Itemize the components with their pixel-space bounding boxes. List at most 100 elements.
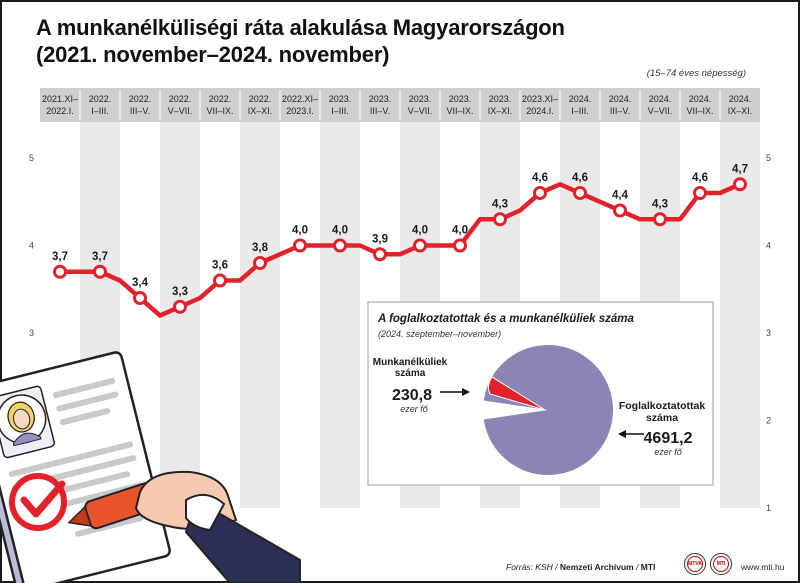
unemployed-unit: ezer fő	[400, 404, 429, 414]
cv-paper	[0, 351, 171, 583]
data-label: 4,6	[692, 172, 708, 184]
period-label: V–VII.	[648, 106, 673, 116]
data-label: 3,4	[132, 277, 149, 289]
unemployed-value: 230,8	[392, 387, 432, 404]
data-point	[493, 212, 507, 227]
period-label: 2024.	[569, 94, 592, 104]
data-point	[333, 238, 347, 253]
source-note: Forrás: KSH / Nemzeti Archívum / MTI	[506, 562, 655, 572]
data-label: 3,7	[52, 251, 68, 263]
period-label: 2022.I.	[46, 106, 74, 116]
y-tick-right: 1	[766, 503, 771, 513]
unemployed-label: száma	[395, 368, 426, 379]
period-label: 2022.	[89, 94, 112, 104]
unemployed-label: Munkanélküliek	[373, 357, 448, 368]
data-point	[533, 186, 547, 200]
cv-illustration	[0, 351, 301, 583]
employed-value: 4691,2	[644, 430, 693, 447]
period-label: VII–IX.	[686, 106, 713, 116]
pie-title: A foglalkoztatottak és a munkanélküliek …	[377, 313, 634, 325]
period-label: III–V.	[370, 106, 390, 116]
employed-arrow-icon	[618, 430, 626, 438]
period-label: 2023.	[369, 94, 392, 104]
unemployed-arrow-icon	[462, 388, 470, 396]
period-label: 2024.	[689, 94, 712, 104]
period-label: 2024.I.	[526, 106, 554, 116]
source-mti: MTI	[640, 562, 656, 572]
pie-slice-unemployed	[487, 376, 546, 411]
data-point	[693, 186, 707, 200]
period-band	[240, 122, 280, 508]
chart-title: A munkanélküliségi ráta alakulása Magyar…	[36, 14, 565, 68]
data-point	[373, 247, 387, 262]
data-point	[573, 186, 587, 200]
period-band	[320, 122, 360, 508]
data-label: 4,6	[532, 172, 548, 184]
series-line	[53, 177, 747, 318]
data-point	[613, 203, 627, 218]
source-separator: /	[633, 562, 641, 572]
period-label: 2022.XI–	[282, 94, 318, 104]
period-header: 2021.XI– 2022.I. 2022. I–III. 2022. III–V. 202…	[40, 88, 760, 122]
y-tick-left: 4	[29, 241, 34, 251]
check-circle-icon	[9, 473, 67, 531]
period-label: 2023.XI–	[522, 94, 558, 104]
source-archive: Nemzeti Archívum	[559, 562, 634, 572]
mti-logo: MTI	[710, 553, 732, 575]
period-label: V–VII.	[408, 106, 433, 116]
data-labels: 3,7 3,7 3,4 3,3 3,6 3,8 4,0 4,0 3,9 4,0 4,0 4,3 4,6 4…	[52, 163, 748, 298]
mtva-logo-text: MTVA	[687, 556, 703, 572]
period-label: III–V.	[610, 106, 630, 116]
period-label: 2022.	[169, 94, 192, 104]
data-point	[413, 238, 427, 253]
y-tick-left: 5	[29, 153, 34, 163]
employed-label: száma	[646, 412, 678, 424]
check-mark-icon	[20, 480, 66, 518]
data-label: 4,0	[332, 225, 348, 237]
title-line-1: A munkanélküliségi ráta alakulása Magyar…	[36, 15, 565, 40]
data-label: 4,0	[412, 225, 428, 237]
period-label: 2023.	[329, 94, 352, 104]
population-note: (15–74 éves népesség)	[646, 68, 746, 79]
period-label: 2021.XI–	[42, 94, 78, 104]
y-tick-right: 4	[766, 241, 771, 251]
data-point	[133, 291, 147, 305]
period-label: IX–XI.	[728, 106, 753, 116]
pie-slice-employed	[483, 345, 614, 475]
data-label: 4,6	[572, 172, 588, 184]
period-label: 2022.	[129, 94, 152, 104]
data-point	[93, 264, 107, 279]
data-point	[653, 212, 667, 227]
period-label: 2024.	[609, 94, 632, 104]
data-point	[733, 177, 747, 192]
data-point	[173, 299, 187, 314]
y-tick-left: 3	[29, 328, 34, 338]
data-point	[253, 256, 267, 270]
pie-chart	[483, 345, 614, 475]
data-label: 3,3	[172, 286, 188, 298]
period-label: I–III.	[571, 106, 589, 116]
period-label: IX–XI.	[248, 106, 273, 116]
data-label: 4,0	[292, 225, 308, 237]
employed-label: Foglalkoztatottak	[619, 400, 705, 412]
period-label: 2024.	[649, 94, 672, 104]
period-label: I–III.	[91, 106, 109, 116]
data-point	[213, 273, 227, 288]
mtva-logo: MTVA	[684, 553, 706, 575]
data-label: 4,4	[612, 190, 629, 202]
data-label: 3,8	[252, 242, 269, 254]
y-tick-right: 3	[766, 328, 771, 338]
unemployment-rate-line	[57, 182, 743, 318]
y-tick-right: 5	[766, 153, 771, 163]
data-label: 3,9	[372, 233, 388, 245]
period-label: 2023.	[409, 94, 432, 104]
period-label: V–VII.	[168, 106, 193, 116]
y-tick-right: 2	[766, 416, 771, 426]
data-label: 4,3	[652, 198, 668, 210]
data-point	[293, 238, 307, 253]
period-label: 2024.	[729, 94, 752, 104]
data-label: 4,7	[732, 163, 748, 175]
data-label: 4,0	[452, 225, 468, 237]
